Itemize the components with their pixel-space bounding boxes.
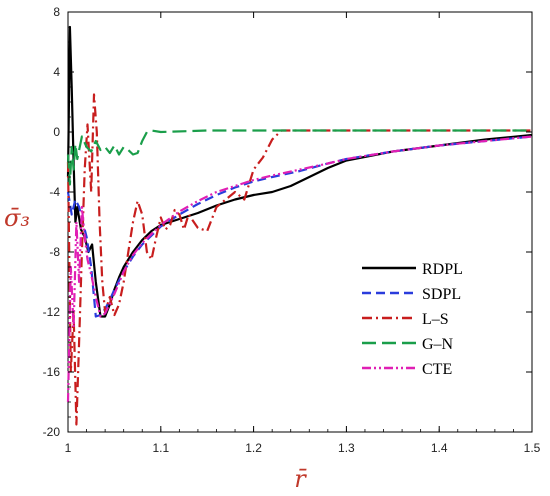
legend: RDPL SDPL L–S G–N CTE — [362, 261, 463, 378]
legend-label-sdpl: SDPL — [422, 286, 461, 303]
x-axis-label: r̄ — [294, 465, 307, 493]
x-tick-label: 1.1 — [152, 441, 169, 455]
plot-area: 1 1.1 1.2 1.3 1.4 1.5 8 4 0 -4 -8 -12 -16 -20 — [43, 5, 541, 455]
legend-label-l-s: L–S — [422, 311, 449, 328]
x-tick-label: 1.3 — [338, 441, 355, 455]
series-line-cte — [66, 135, 533, 403]
legend-label-cte: CTE — [422, 361, 452, 378]
x-tick-label: 1.4 — [431, 441, 448, 455]
series-line-g-n — [66, 129, 532, 186]
y-tick-label: -4 — [49, 185, 60, 199]
y-tick-label: 0 — [53, 125, 60, 139]
y-axis-label: σ̄₃ — [4, 204, 30, 232]
x-tick-label: 1.2 — [245, 441, 262, 455]
y-tick-label: -12 — [43, 305, 61, 319]
legend-label-g-n: G–N — [422, 336, 454, 353]
series-line-rdpl — [66, 25, 533, 318]
y-tick-label: -8 — [49, 245, 60, 259]
y-tick-label: -20 — [43, 425, 61, 439]
y-tick-label: 4 — [53, 65, 60, 79]
y-tick-label: 8 — [53, 5, 60, 19]
x-tick-label: 1 — [65, 441, 72, 455]
y-tick-label: -16 — [43, 365, 61, 379]
axis-labels: r̄ σ̄₃ — [4, 204, 307, 493]
x-tick-label: 1.5 — [524, 441, 541, 455]
series-line-sdpl — [66, 135, 533, 318]
legend-label-rdpl: RDPL — [422, 261, 463, 278]
axis-ticks: 1 1.1 1.2 1.3 1.4 1.5 8 4 0 -4 -8 -12 -16 -20 — [43, 5, 541, 455]
plot-frame — [67, 11, 533, 433]
series-layer — [66, 25, 533, 426]
